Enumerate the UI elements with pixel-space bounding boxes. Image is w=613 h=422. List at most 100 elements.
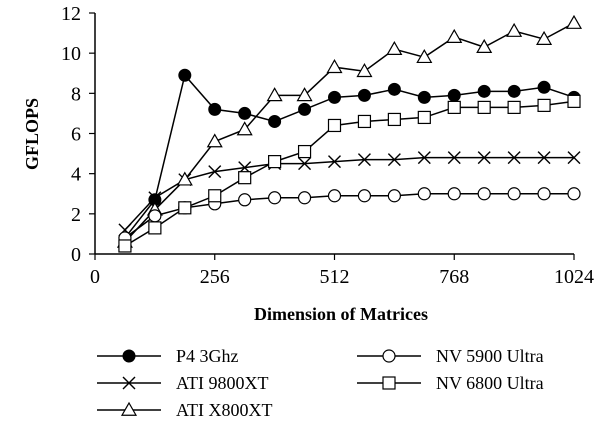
data-point-ati-x800xt: [386, 40, 403, 56]
series-line-ati-x800xt: [124, 22, 575, 243]
data-point-nv-5900-ultra: [477, 187, 491, 201]
legend-marker: [122, 349, 136, 363]
legend-label: NV 5900 Ultra: [436, 346, 544, 366]
x-tick-label: 512: [320, 266, 350, 288]
data-point-ati-x800xt: [536, 30, 553, 45]
data-point-ati-9800xt: [357, 153, 371, 167]
data-point-ati-x800xt: [506, 22, 523, 37]
data-point-nv-6800-ultra: [148, 221, 162, 235]
data-point-p4-3ghz: [537, 80, 551, 94]
data-point-nv-6800-ultra: [537, 98, 551, 112]
data-point-ati-9800xt: [298, 157, 312, 171]
data-point-nv-5900-ultra: [447, 187, 461, 201]
y-tick-label: 12: [61, 3, 81, 25]
data-point-ati-9800xt: [148, 191, 162, 205]
legend-item-ati-9800xt: ATI 9800XT: [97, 373, 269, 393]
data-point-nv-5900-ultra: [507, 187, 521, 201]
data-point-ati-9800xt: [537, 151, 551, 165]
data-point-ati-x800xt: [326, 59, 343, 74]
chart-legend: P4 3Ghz ATI 9800XT ATI X800XT NV 5900 Ultra…: [97, 346, 544, 420]
data-point-ati-x800xt: [236, 121, 253, 136]
data-point-ati-9800xt: [417, 151, 431, 165]
data-point-nv-6800-ultra: [268, 155, 282, 169]
data-point-p4-3ghz: [208, 102, 222, 116]
legend-label: ATI 9800XT: [176, 373, 269, 393]
series-nv-6800-ultra: [118, 94, 581, 253]
legend-item-ati-x800xt: ATI X800XT: [97, 400, 273, 420]
data-point-p4-3ghz: [328, 90, 341, 104]
series-ati-x800xt: [116, 14, 583, 248]
series-line-ati-9800xt: [124, 156, 574, 231]
data-point-ati-9800xt: [477, 151, 491, 165]
data-point-nv-5900-ultra: [537, 187, 551, 201]
data-point-nv-5900-ultra: [357, 189, 372, 203]
data-point-nv-6800-ultra: [387, 112, 401, 127]
legend-label: NV 6800 Ultra: [436, 373, 544, 393]
data-point-nv-6800-ultra: [327, 118, 342, 133]
x-tick-label: 0: [90, 266, 100, 288]
data-point-nv-5900-ultra: [327, 189, 342, 203]
legend-marker: [122, 376, 136, 390]
data-point-ati-x800xt: [356, 63, 373, 78]
chart-axes: 0 2 4 6 8 10 12 0 256 512 768 1024: [61, 3, 594, 288]
y-axis-title: GFLOPS: [22, 98, 42, 170]
data-point-p4-3ghz: [477, 84, 491, 98]
y-tick-label: 6: [71, 124, 81, 146]
data-point-nv-5900-ultra: [268, 191, 282, 205]
data-point-nv-5900-ultra: [387, 189, 401, 203]
y-tick-label: 2: [71, 204, 81, 226]
data-point-ati-9800xt: [387, 153, 401, 167]
data-point-ati-x800xt: [476, 38, 493, 53]
data-point-ati-x800xt: [565, 14, 583, 29]
x-axis-title: Dimension of Matrices: [254, 304, 428, 324]
data-point-nv-5900-ultra: [238, 193, 252, 207]
data-point-nv-5900-ultra: [297, 191, 312, 205]
data-point-p4-3ghz: [357, 88, 371, 102]
series-line-nv-5900-ultra: [124, 193, 574, 239]
legend-marker: [382, 349, 396, 363]
data-point-p4-3ghz: [417, 90, 431, 104]
data-point-nv-6800-ultra: [238, 171, 252, 185]
legend-marker: [120, 401, 138, 416]
data-point-nv-6800-ultra: [357, 114, 372, 129]
data-point-nv-6800-ultra: [118, 239, 132, 253]
data-point-nv-6800-ultra: [297, 144, 312, 159]
data-point-ati-x800xt: [296, 87, 313, 102]
legend-label: P4 3Ghz: [176, 346, 239, 366]
series-ati-9800xt: [118, 151, 581, 237]
data-point-nv-5900-ultra: [417, 187, 431, 201]
series-line-nv-6800-ultra: [124, 100, 575, 247]
data-point-ati-x800xt: [446, 28, 463, 43]
series-line-p4-3ghz: [124, 73, 575, 239]
data-point-ati-9800xt: [507, 151, 521, 165]
y-tick-label: 0: [71, 244, 81, 266]
data-point-nv-6800-ultra: [567, 94, 581, 108]
data-point-p4-3ghz: [298, 102, 312, 116]
data-point-p4-3ghz: [507, 84, 521, 98]
data-point-ati-9800xt: [208, 165, 222, 179]
data-point-nv-6800-ultra: [507, 100, 521, 114]
data-point-p4-3ghz: [447, 88, 461, 102]
y-tick-label: 4: [71, 164, 81, 186]
data-point-ati-9800xt: [328, 155, 341, 169]
data-point-p4-3ghz: [178, 68, 192, 82]
data-point-ati-x800xt: [416, 48, 433, 64]
data-point-nv-6800-ultra: [208, 189, 222, 203]
data-point-p4-3ghz: [238, 106, 252, 120]
y-tick-label: 8: [71, 83, 81, 105]
x-tick-label: 256: [200, 266, 230, 288]
series-nv-5900-ultra: [118, 187, 581, 245]
data-point-nv-5900-ultra: [567, 187, 581, 201]
data-point-p4-3ghz: [387, 82, 401, 96]
data-point-nv-6800-ultra: [447, 100, 461, 114]
x-tick-label: 1024: [554, 266, 594, 288]
data-point-nv-5900-ultra: [148, 209, 162, 223]
legend-marker: [382, 376, 396, 390]
y-tick-label: 10: [61, 43, 81, 65]
legend-item-nv-6800-ultra: NV 6800 Ultra: [357, 373, 544, 393]
data-point-ati-x800xt: [176, 171, 193, 186]
data-point-nv-6800-ultra: [417, 110, 431, 125]
data-point-nv-6800-ultra: [178, 201, 192, 215]
legend-item-nv-5900-ultra: NV 5900 Ultra: [357, 346, 544, 366]
